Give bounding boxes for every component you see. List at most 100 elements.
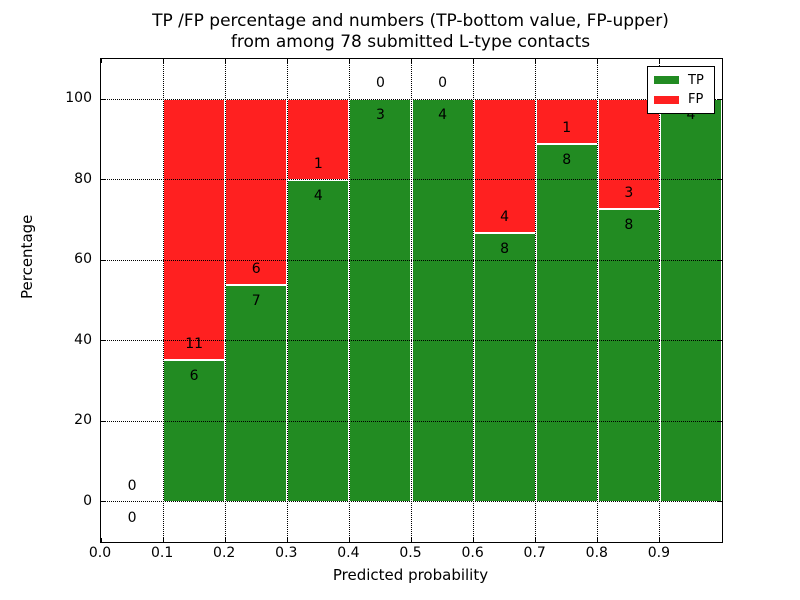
y-tick-label: 100 <box>65 90 92 107</box>
y-tick-mark <box>101 259 105 261</box>
x-tick-mark <box>162 538 164 542</box>
fp-bar-segment <box>535 99 598 144</box>
y-tick-mark-right <box>718 501 722 503</box>
x-tick-label: 0.8 <box>585 545 608 561</box>
x-tick-mark <box>286 538 288 542</box>
x-tick-mark <box>348 538 350 542</box>
tp-bar-segment <box>659 99 722 502</box>
x-tick-label: 0.6 <box>461 545 484 561</box>
fp-count-label: 1 <box>562 119 572 136</box>
tp-bar-segment <box>163 359 226 502</box>
tp-legend-swatch-icon <box>654 76 679 85</box>
chart-title-line2: from among 78 submitted L-type contacts <box>230 32 591 52</box>
fp-count-label: 0 <box>127 477 137 494</box>
x-tick-mark <box>597 538 599 542</box>
x-tick-mark <box>411 538 412 542</box>
gridline-horizontal <box>101 98 722 100</box>
tp-count-label: 8 <box>500 241 510 258</box>
x-tick-mark-top <box>224 59 226 63</box>
fp-count-label: 11 <box>185 335 204 352</box>
y-tick-mark-right <box>718 98 722 100</box>
gridline-vertical <box>286 59 288 542</box>
y-tick-mark <box>101 179 105 181</box>
y-tick-label: 20 <box>74 412 92 429</box>
x-tick-mark <box>473 538 475 542</box>
x-tick-mark-top <box>100 59 102 63</box>
plot-area: 001166714030448183804 <box>100 58 723 543</box>
y-tick-mark <box>101 501 105 503</box>
x-tick-mark <box>659 538 661 542</box>
gridline-vertical <box>411 59 412 542</box>
x-tick-mark-top <box>348 59 350 63</box>
legend-item-fp: FP <box>648 93 714 106</box>
fp-legend-swatch-icon <box>654 95 679 104</box>
x-tick-label: 0.4 <box>337 545 360 561</box>
tp-bar-segment <box>225 285 288 502</box>
fp-legend-label: FP <box>688 92 704 108</box>
x-tick-mark-top <box>411 59 412 63</box>
fp-bar-segment <box>225 99 288 286</box>
x-tick-label: 0.7 <box>523 545 546 561</box>
x-tick-label: 0.5 <box>399 545 422 561</box>
gridline-vertical <box>659 59 661 542</box>
x-tick-mark-top <box>659 59 661 63</box>
tp-bar-segment <box>473 233 536 502</box>
x-tick-mark-top <box>286 59 288 63</box>
gridline-vertical <box>597 59 599 542</box>
x-tick-mark-top <box>597 59 599 63</box>
gridline-vertical <box>348 59 350 542</box>
gridline-vertical <box>162 59 164 542</box>
x-axis-label: Predicted probability <box>332 566 489 584</box>
tp-legend-label: TP <box>688 72 704 88</box>
tp-count-label: 8 <box>562 151 572 168</box>
y-tick-label: 80 <box>74 170 92 187</box>
y-tick-label: 0 <box>83 492 92 509</box>
fp-count-label: 1 <box>313 155 323 172</box>
fp-count-label: 4 <box>500 209 510 226</box>
fp-bar-segment <box>473 99 536 234</box>
tp-count-label: 6 <box>189 367 199 384</box>
tp-count-label: 4 <box>438 107 448 124</box>
tp-count-label: 4 <box>313 187 323 204</box>
gridline-vertical <box>473 59 475 542</box>
fp-count-label: 6 <box>251 261 261 278</box>
tp-bar-segment <box>535 143 598 502</box>
gridline-vertical <box>224 59 226 542</box>
gridline-vertical <box>535 59 537 542</box>
x-tick-label: 0.9 <box>647 545 671 561</box>
tp-count-label: 0 <box>127 509 137 526</box>
y-tick-mark-right <box>718 179 722 181</box>
y-tick-mark <box>101 98 105 100</box>
x-tick-mark <box>224 538 226 542</box>
fp-count-label: 0 <box>438 75 448 92</box>
y-tick-mark-right <box>718 259 722 261</box>
y-tick-label: 40 <box>74 331 92 348</box>
y-tick-mark-right <box>718 420 722 422</box>
x-tick-mark-top <box>473 59 475 63</box>
legend: TP FP <box>647 66 715 114</box>
x-tick-mark-top <box>162 59 164 63</box>
x-tick-mark <box>535 538 537 542</box>
tp-count-label: 4 <box>686 107 696 124</box>
gridline-horizontal <box>101 501 722 503</box>
tp-count-label: 8 <box>624 217 634 234</box>
gridline-horizontal <box>101 179 722 181</box>
fp-count-label: 3 <box>624 185 634 202</box>
x-tick-mark <box>100 538 102 542</box>
x-tick-label: 0.2 <box>213 545 236 561</box>
y-tick-mark <box>101 340 105 342</box>
x-tick-mark-top <box>535 59 537 63</box>
y-tick-mark <box>101 420 105 422</box>
gridline-horizontal <box>101 340 722 342</box>
fp-bar-segment <box>163 99 226 360</box>
x-tick-label: 0.3 <box>275 545 298 561</box>
tp-bar-segment <box>597 209 660 502</box>
gridline-horizontal <box>101 420 722 422</box>
tp-count-label: 7 <box>251 293 261 310</box>
y-tick-label: 60 <box>74 251 92 268</box>
tp-bar-segment <box>349 99 412 502</box>
x-tick-label: 0.1 <box>150 545 174 561</box>
chart-title-line1: TP /FP percentage and numbers (TP-bottom… <box>152 11 669 31</box>
gridline-horizontal <box>101 259 722 261</box>
